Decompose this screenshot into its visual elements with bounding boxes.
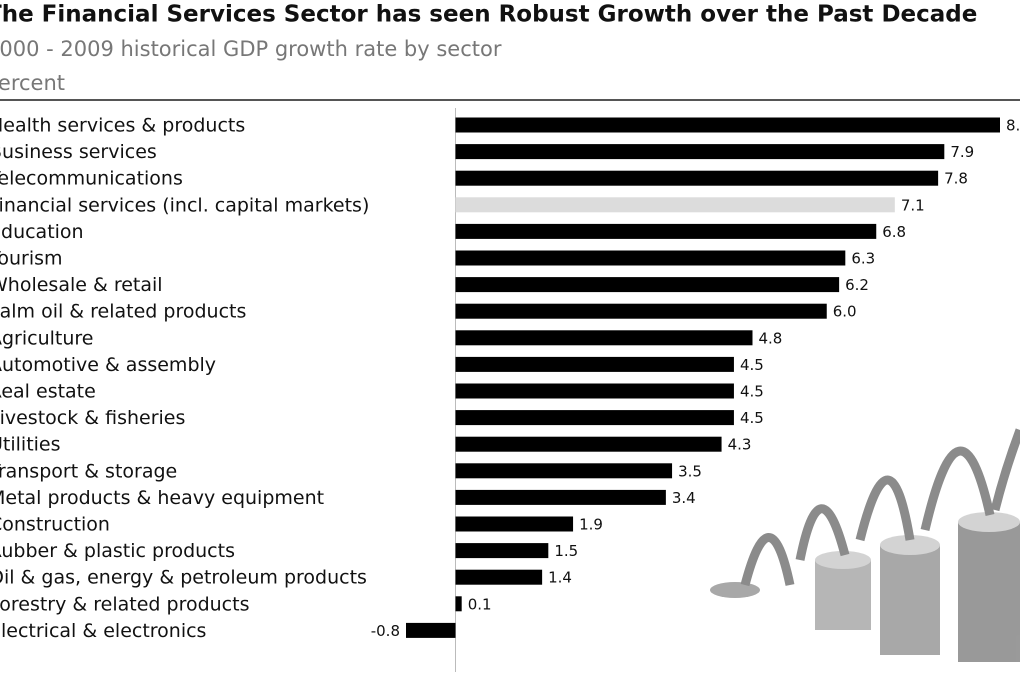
category-label: Utilities	[0, 434, 61, 456]
value-label: 7.1	[901, 196, 925, 214]
bar	[455, 117, 1000, 133]
value-label: 6.0	[833, 303, 857, 321]
bar	[455, 436, 722, 452]
value-label: -0.8	[371, 622, 400, 640]
category-label: Rubber & plastic products	[0, 540, 235, 562]
category-label: Electrical & electronics	[0, 620, 206, 642]
category-label: Real estate	[0, 381, 96, 403]
category-label: Health services & products	[0, 115, 245, 137]
unit-label: Percent	[0, 71, 65, 95]
value-label: 0.1	[468, 595, 492, 613]
category-label: Metal products & heavy equipment	[0, 487, 324, 509]
category-label: Automotive & assembly	[0, 354, 216, 376]
value-label: 4.3	[728, 436, 752, 454]
bar	[455, 250, 846, 266]
category-label: Tourism	[0, 248, 63, 270]
category-label: Financial services (incl. capital market…	[0, 194, 369, 216]
category-label: Education	[0, 221, 84, 243]
chart-title: The Financial Services Sector has seen R…	[0, 2, 977, 28]
category-label: Forestry & related products	[0, 593, 249, 615]
category-label: Construction	[0, 514, 110, 536]
value-label: 4.5	[740, 383, 764, 401]
category-label: Telecommunications	[0, 168, 183, 190]
bar	[455, 356, 734, 372]
value-label: 4.5	[740, 356, 764, 374]
value-label: 7.8	[944, 170, 968, 188]
bar	[455, 170, 939, 186]
bar	[455, 543, 549, 559]
bar	[455, 330, 753, 346]
bar	[455, 410, 734, 426]
value-label: 1.5	[554, 542, 578, 560]
category-label: Business services	[0, 141, 157, 163]
chart-subtitle: 2000 - 2009 historical GDP growth rate b…	[0, 37, 502, 61]
category-label: Agriculture	[0, 327, 94, 349]
bar	[455, 569, 543, 585]
bar	[455, 516, 574, 532]
value-label: 4.8	[759, 329, 783, 347]
value-label: 8.8	[1006, 117, 1020, 135]
category-label: Palm oil & related products	[0, 301, 246, 323]
value-label: 4.5	[740, 409, 764, 427]
category-label: Livestock & fisheries	[0, 407, 185, 429]
value-label: 6.2	[845, 276, 869, 294]
bar	[455, 223, 877, 239]
value-label: 6.3	[851, 250, 875, 268]
value-label: 3.5	[678, 462, 702, 480]
bar	[455, 197, 895, 213]
bar	[455, 489, 666, 505]
bar	[455, 596, 462, 612]
bar	[455, 463, 673, 479]
value-label: 6.8	[882, 223, 906, 241]
coins-illustration	[710, 428, 1020, 662]
category-label: Oil & gas, energy & petroleum products	[0, 567, 367, 589]
bar	[455, 383, 734, 399]
value-label: 1.4	[548, 569, 572, 587]
bar	[455, 303, 827, 319]
value-label: 7.9	[950, 143, 974, 161]
value-label: 1.9	[579, 516, 603, 534]
bar	[406, 622, 456, 638]
category-label: Transport & storage	[0, 460, 177, 482]
value-label: 3.4	[672, 489, 696, 507]
bar	[455, 144, 945, 160]
category-label: Wholesale & retail	[0, 274, 163, 296]
bar	[455, 277, 840, 293]
